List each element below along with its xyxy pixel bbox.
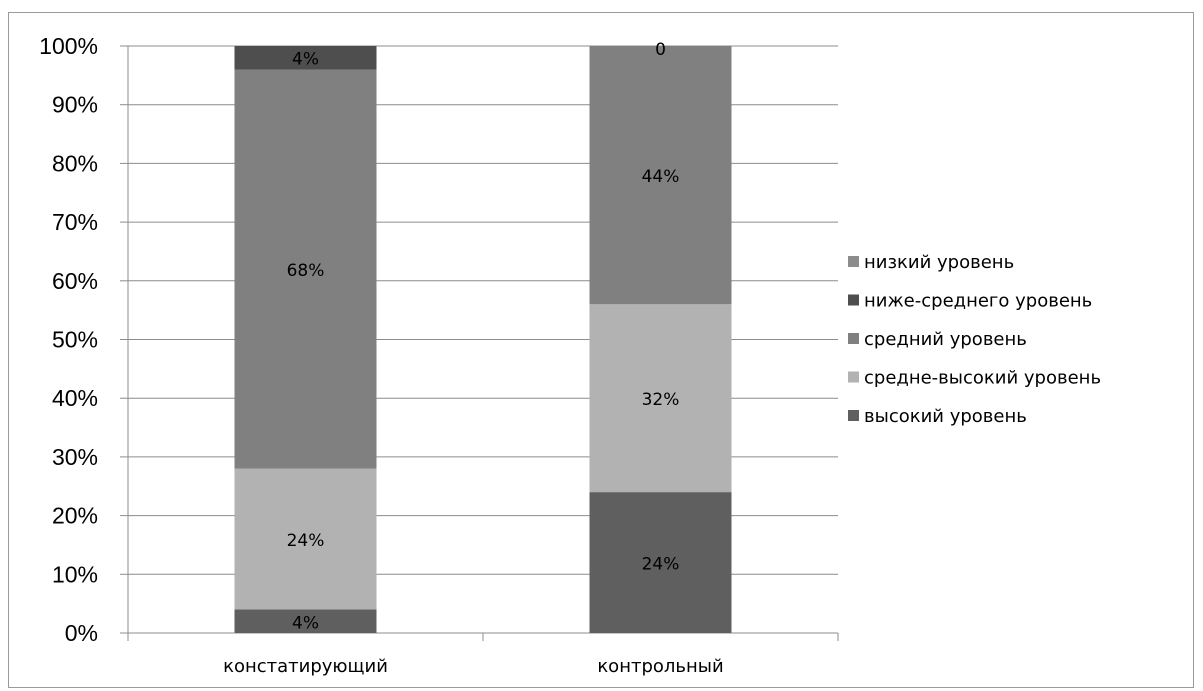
bar-segment: [234, 468, 377, 610]
legend-label: низкий уровень: [864, 252, 1014, 273]
bar-segment: [234, 609, 377, 633]
y-tick-label: 60%: [52, 268, 98, 294]
y-tick-label: 0%: [65, 620, 98, 646]
legend-swatch: [848, 371, 859, 383]
data-label: 4%: [292, 50, 319, 70]
data-label: 32%: [642, 390, 680, 410]
bar-segment: [589, 46, 732, 305]
legend-swatch: [848, 294, 859, 306]
y-tick-label: 40%: [52, 385, 98, 411]
legend-swatch: [848, 333, 859, 344]
bar-segment: [589, 492, 732, 633]
x-category-label: контрольный: [597, 656, 723, 677]
y-tick-label: 10%: [52, 561, 98, 587]
x-category-label: констатирующий: [223, 656, 388, 677]
y-tick-label: 50%: [52, 327, 98, 353]
y-tick-label: 30%: [52, 444, 98, 470]
y-tick-label: 20%: [52, 503, 98, 529]
bar-segment: [234, 69, 377, 469]
y-tick-label: 70%: [52, 209, 98, 235]
legend-label: средний уровень: [864, 329, 1027, 350]
data-label: 44%: [642, 167, 680, 187]
legend-label: ниже-среднего уровень: [864, 291, 1092, 312]
y-tick-label: 100%: [39, 33, 98, 59]
data-label: 68%: [287, 261, 325, 281]
legend-swatch: [848, 410, 859, 421]
data-label: 24%: [287, 531, 325, 551]
data-label: 4%: [292, 613, 319, 633]
bar-segment: [589, 304, 732, 493]
data-label: 0: [655, 40, 666, 60]
legend-label: высокий уровень: [864, 406, 1027, 427]
y-tick-label: 90%: [52, 92, 98, 118]
legend-swatch: [848, 256, 859, 267]
bar-segment: [234, 46, 377, 70]
data-label: 24%: [642, 555, 680, 575]
legend-label: средне-высокий уровень: [864, 368, 1101, 389]
y-tick-label: 80%: [52, 150, 98, 176]
